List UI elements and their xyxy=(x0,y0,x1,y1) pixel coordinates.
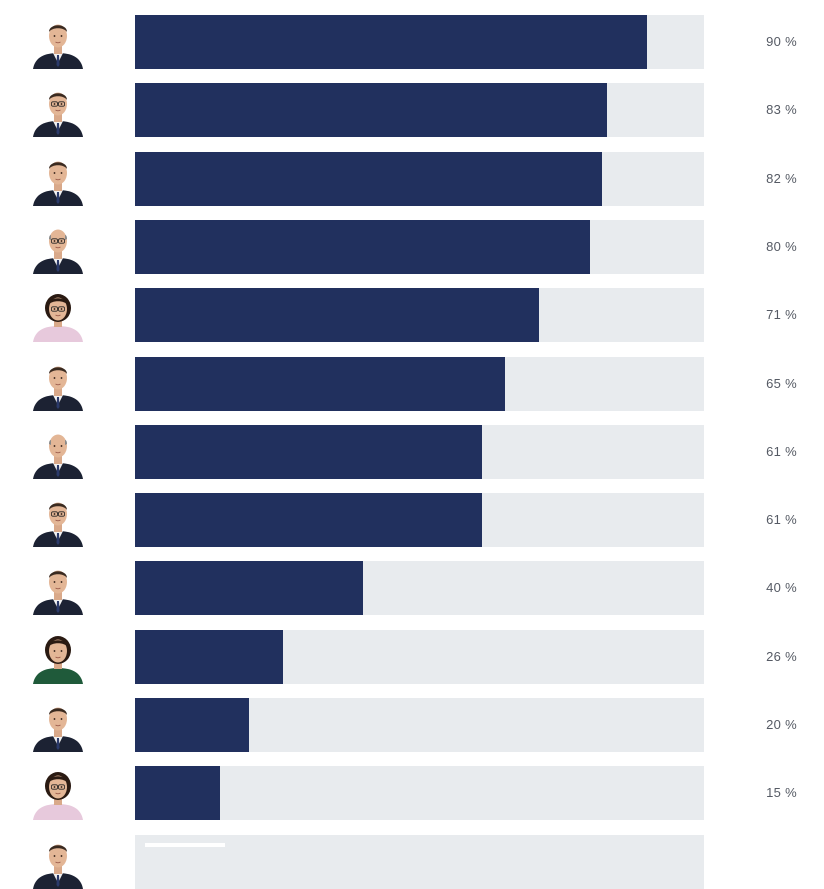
value-label: 83 % xyxy=(766,102,797,117)
bar xyxy=(135,698,249,752)
bar-track xyxy=(135,152,704,206)
bar-track xyxy=(135,220,704,274)
woman-glasses-portrait-icon xyxy=(31,288,85,342)
bar-row: 61 % xyxy=(0,493,824,547)
value-label: 71 % xyxy=(766,307,797,322)
bar-row: 40 % xyxy=(0,561,824,615)
value-label: 15 % xyxy=(766,785,797,800)
value-label: 20 % xyxy=(766,717,797,732)
bar-row: 90 % xyxy=(0,15,824,69)
bar-track xyxy=(135,766,704,820)
bar xyxy=(135,561,363,615)
value-label: 61 % xyxy=(766,512,797,527)
bar xyxy=(135,357,505,411)
man-portrait-icon xyxy=(31,357,85,411)
man-glasses-portrait-icon xyxy=(31,493,85,547)
man-portrait-icon xyxy=(31,15,85,69)
bar-placeholder xyxy=(145,843,225,847)
bar-track xyxy=(135,425,704,479)
bar-row: 61 % xyxy=(0,425,824,479)
bar xyxy=(135,766,220,820)
bar-row: 82 % xyxy=(0,152,824,206)
bar-row: 65 % xyxy=(0,357,824,411)
bar xyxy=(135,83,607,137)
bar xyxy=(135,425,482,479)
bar-row: 20 % xyxy=(0,698,824,752)
value-label: 90 % xyxy=(766,34,797,49)
man-portrait-icon xyxy=(31,152,85,206)
woman-portrait-icon xyxy=(31,630,85,684)
man-portrait-icon xyxy=(31,698,85,752)
bald-man-glasses-portrait-icon xyxy=(31,220,85,274)
value-label: 26 % xyxy=(766,649,797,664)
value-label: 61 % xyxy=(766,444,797,459)
bar-track xyxy=(135,15,704,69)
man-portrait-icon xyxy=(31,835,85,889)
bar-track xyxy=(135,288,704,342)
woman-glasses-portrait-icon xyxy=(31,766,85,820)
bar-track xyxy=(135,561,704,615)
bar xyxy=(135,15,647,69)
bar xyxy=(135,493,482,547)
bar-chart: 90 % 83 % 82 % 80 % 71 % 65 % 61 % 61 % 40 % 26 %… xyxy=(0,15,824,889)
bar-row: 80 % xyxy=(0,220,824,274)
man-glasses-portrait-icon xyxy=(31,83,85,137)
bar-row: 83 % xyxy=(0,83,824,137)
bar xyxy=(135,152,602,206)
bar-track xyxy=(135,698,704,752)
bar-row: 71 % xyxy=(0,288,824,342)
bar-track xyxy=(135,835,704,889)
bar-track xyxy=(135,357,704,411)
bald-man-portrait-icon xyxy=(31,425,85,479)
bar-row-partial xyxy=(0,835,824,889)
bar-track xyxy=(135,83,704,137)
bar xyxy=(135,630,283,684)
man-portrait-icon xyxy=(31,561,85,615)
bar-row: 26 % xyxy=(0,630,824,684)
value-label: 82 % xyxy=(766,171,797,186)
value-label: 65 % xyxy=(766,376,797,391)
bar-track xyxy=(135,493,704,547)
bar-track xyxy=(135,630,704,684)
value-label: 80 % xyxy=(766,239,797,254)
bar-row: 15 % xyxy=(0,766,824,820)
bar xyxy=(135,288,539,342)
value-label: 40 % xyxy=(766,580,797,595)
bar xyxy=(135,220,590,274)
